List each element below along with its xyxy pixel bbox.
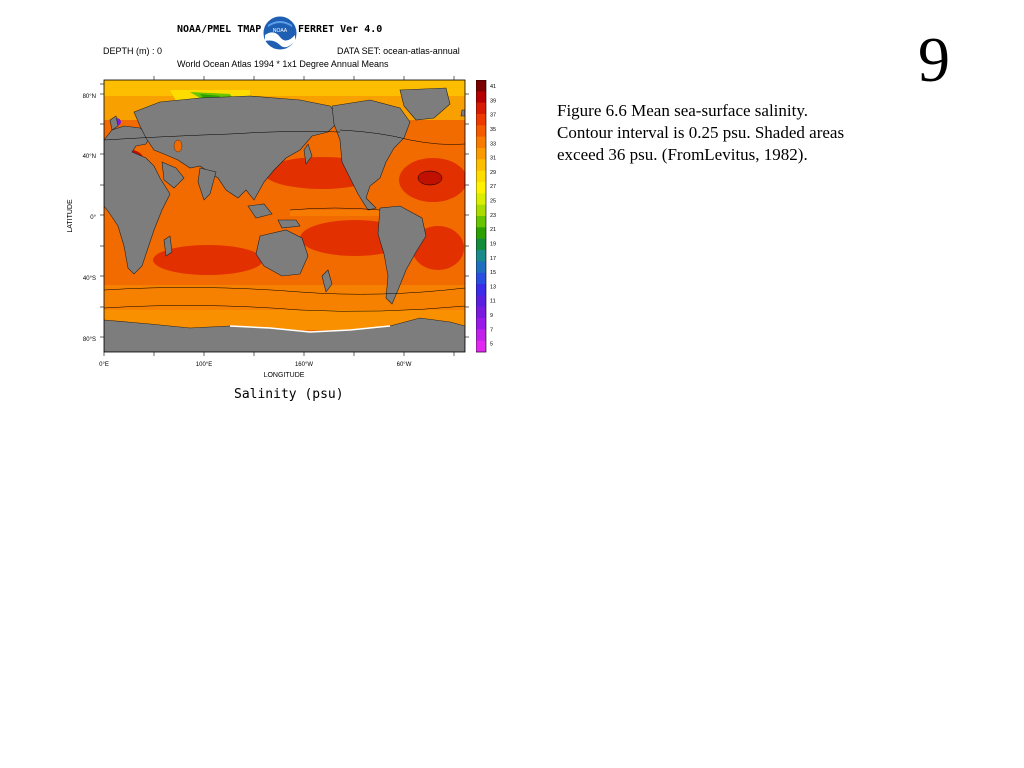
x-axis-label: LONGITUDE <box>264 372 305 379</box>
colorbar-tick-label: 25 <box>490 199 496 205</box>
colorbar-swatch <box>476 182 486 194</box>
colorbar-tick-label: 33 <box>490 141 496 147</box>
land-australia <box>255 229 309 277</box>
colorbar-tick-label: 37 <box>490 113 496 119</box>
colorbar-swatch <box>476 340 486 353</box>
colorbar-swatch <box>476 193 486 205</box>
land-japan <box>303 143 313 165</box>
contour-line <box>104 287 465 295</box>
land-india <box>197 167 217 201</box>
map-frame <box>103 79 466 353</box>
land-north-america <box>331 99 411 211</box>
figure-title: NOAA/PMEL TMAP <box>177 24 262 35</box>
colorbar-frame <box>476 80 487 353</box>
contour-line <box>289 207 381 211</box>
colorbar-tick-label: 35 <box>490 127 496 133</box>
noaa-logo-icon: NOAA <box>262 15 298 51</box>
colorbar-tick-label: 23 <box>490 213 496 219</box>
figure-caption: Figure 6.6 Mean sea-surface salinity. Co… <box>557 100 887 166</box>
caption-line: exceed 36 psu. (FromLevitus, 1982). <box>557 145 808 164</box>
colorbar-swatch <box>476 306 486 319</box>
colorbar-swatch <box>476 170 486 183</box>
colorbar-tick-label: 41 <box>490 84 496 90</box>
caption-line: Contour interval is 0.25 psu. Shaded are… <box>557 123 845 142</box>
land-arabia <box>161 161 185 189</box>
colorbar-swatch <box>476 295 486 307</box>
y-tick-label: 40°N <box>83 154 96 160</box>
x-tick-label: 100°E <box>196 362 212 368</box>
colorbar-swatch <box>476 272 486 285</box>
figure-footer-title: Salinity (psu) <box>234 387 344 402</box>
colorbar-swatch <box>476 216 486 228</box>
land-eurasia <box>133 95 341 201</box>
land-greenland <box>399 87 451 121</box>
colorbar-tick-label: 13 <box>490 284 496 290</box>
colorbar-swatch <box>476 159 486 171</box>
salinity-colorbar: 41 39 37 35 33 31 29 27 25 23 21 19 17 15 13 11 9 7 5 <box>476 80 496 353</box>
colorbar-tick-label: 21 <box>490 227 496 233</box>
colorbar-tick-label: 31 <box>490 156 496 162</box>
colorbar-swatch <box>476 284 486 296</box>
colorbar-swatch <box>476 238 486 251</box>
colorbar-tick-label: 29 <box>490 170 496 176</box>
colorbar-swatch <box>476 125 486 137</box>
colorbar-tick-label: 19 <box>490 241 496 247</box>
colorbar-swatch <box>476 136 486 149</box>
antarctic-ice-edge <box>229 325 391 333</box>
colorbar-tick-label: 7 <box>490 327 493 333</box>
colorbar-swatch <box>476 329 486 341</box>
land-new-zealand <box>321 269 333 293</box>
land-uk <box>109 115 119 131</box>
y-axis-label: LATITUDE <box>67 199 74 233</box>
colorbar-swatch <box>476 148 486 160</box>
colorbar-tick-label: 27 <box>490 184 496 190</box>
contour-line <box>104 131 341 141</box>
colorbar-tick-label: 15 <box>490 270 496 276</box>
land-madagascar <box>163 235 173 257</box>
max-salinity-north-atlantic <box>417 170 443 186</box>
colorbar-swatch <box>476 80 486 92</box>
land-iceland <box>460 109 465 117</box>
depth-label: DEPTH (m) : 0 <box>103 46 163 56</box>
colorbar-tick-label: 17 <box>490 256 496 262</box>
colorbar-tick-label: 9 <box>490 313 493 319</box>
colorbar-swatch <box>476 318 486 330</box>
caspian-sea <box>173 139 183 153</box>
dataset-label: DATA SET: ocean-atlas-annual <box>337 46 460 56</box>
salinity-band-southern-low <box>104 310 465 330</box>
colorbar-swatch <box>476 91 486 103</box>
y-tick-label: 0° <box>90 215 96 221</box>
figure-subtitle: World Ocean Atlas 1994 * 1x1 Degree Annu… <box>177 59 389 69</box>
y-tick-label: 80°S <box>83 337 96 343</box>
colorbar-swatch <box>476 114 486 126</box>
colorbar-tick-label: 39 <box>490 98 496 104</box>
colorbar-swatch <box>476 261 486 273</box>
colorbar-tick-label: 5 <box>490 342 493 348</box>
y-tick-label: 40°S <box>83 276 96 282</box>
figure-version: FERRET Ver 4.0 <box>298 24 383 35</box>
land-new-guinea <box>277 219 301 229</box>
colorbar-swatch <box>476 102 486 115</box>
y-tick-label: 80°N <box>83 94 96 100</box>
logo-text: NOAA <box>273 28 288 34</box>
x-tick-label: 0°E <box>99 362 109 368</box>
x-tick-label: 160°W <box>295 362 313 368</box>
low-salinity-equatorial <box>290 210 380 216</box>
contour-line <box>339 129 465 145</box>
colorbar-swatch <box>476 204 486 217</box>
salinity-map: 80°N 40°N 0° 40°S 80°S 0°E 100°E 160°W 6… <box>67 76 469 379</box>
colorbar-swatch <box>476 227 486 239</box>
land-sea-islands <box>247 203 273 219</box>
contour-line <box>104 305 465 312</box>
caption-line: Figure 6.6 Mean sea-surface salinity. <box>557 101 808 120</box>
land-south-america <box>377 205 427 305</box>
slide-number: 9 <box>918 24 950 95</box>
x-tick-label: 60°W <box>397 362 412 368</box>
colorbar-tick-label: 11 <box>490 299 496 305</box>
high-salinity-south-indian <box>153 245 263 275</box>
colorbar-swatch <box>476 250 486 262</box>
